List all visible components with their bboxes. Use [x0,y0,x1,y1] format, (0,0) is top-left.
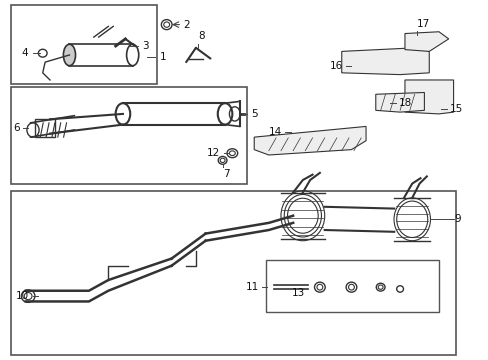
Text: 16: 16 [329,61,342,71]
Text: 6: 6 [13,123,20,133]
Text: 14: 14 [268,127,282,137]
Text: 7: 7 [222,169,229,179]
Bar [266,260,438,312]
Text: 13: 13 [291,288,305,297]
Text: 1: 1 [159,52,166,62]
Bar [11,5,157,84]
Text: 18: 18 [398,98,411,108]
Text: 4: 4 [21,48,28,58]
Text: 8: 8 [198,31,204,41]
Text: 10: 10 [16,291,29,301]
Text: 11: 11 [245,282,258,292]
Text: 9: 9 [454,214,460,224]
Polygon shape [341,48,428,75]
Polygon shape [404,80,453,114]
Text: 17: 17 [416,19,429,29]
Text: 12: 12 [206,148,220,158]
Text: 2: 2 [183,19,190,30]
Text: 15: 15 [449,104,463,113]
Bar [11,191,455,355]
Polygon shape [375,93,424,112]
Polygon shape [404,32,448,51]
Ellipse shape [63,44,75,66]
Bar [11,87,246,184]
Text: 5: 5 [250,109,257,119]
Polygon shape [254,126,366,155]
Bar [35,119,55,137]
Text: 3: 3 [142,41,149,51]
